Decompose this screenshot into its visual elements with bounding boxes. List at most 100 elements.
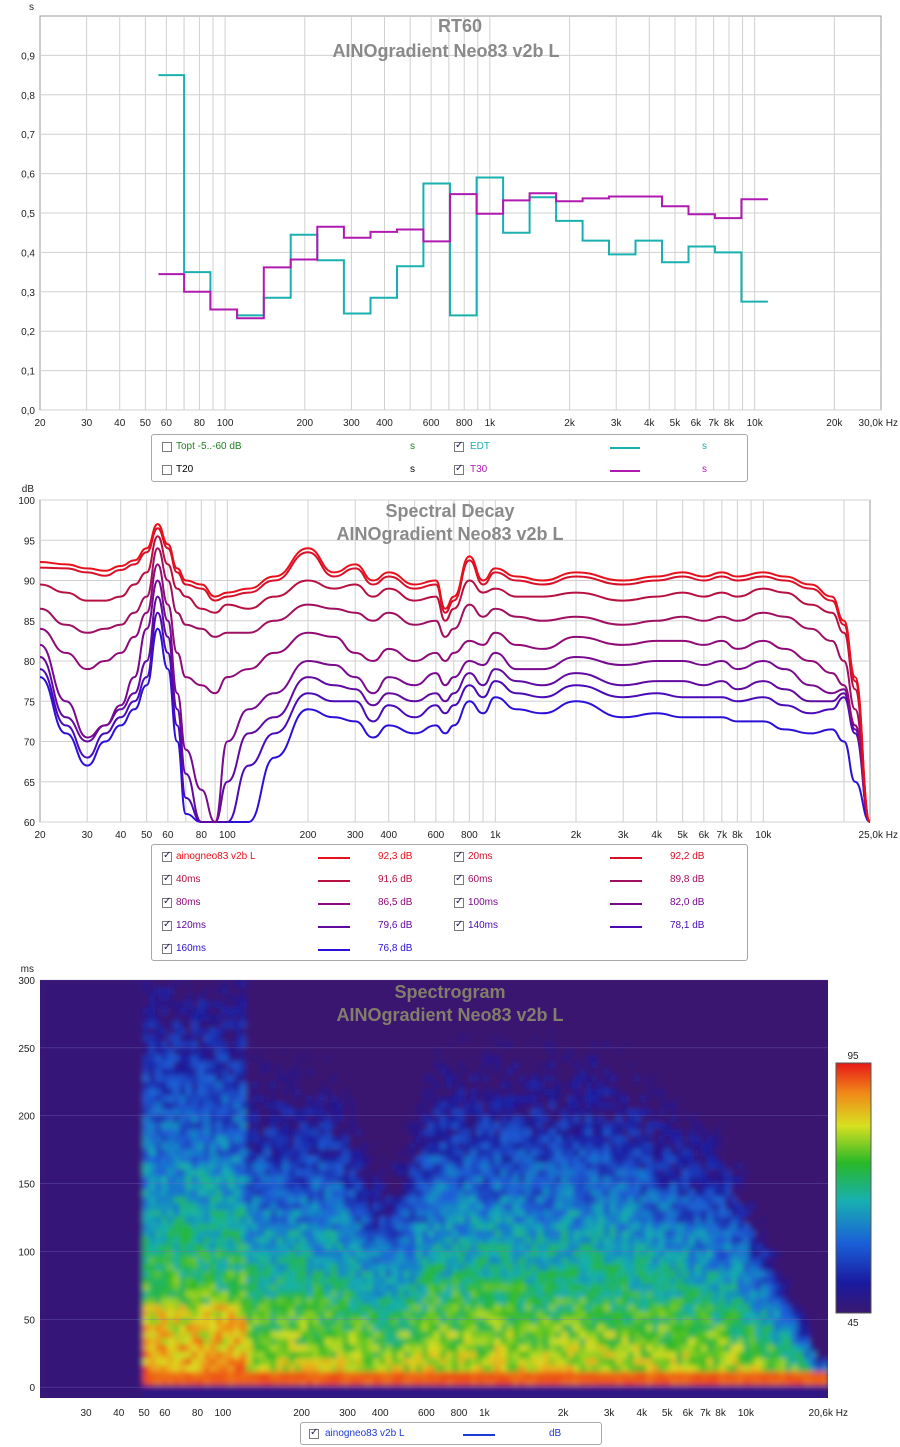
spg-cell	[264, 1108, 272, 1116]
spg-cell	[500, 1195, 508, 1204]
sd-legend-checkbox[interactable]	[162, 873, 172, 885]
spg-cell	[324, 1162, 332, 1170]
spg-cell	[306, 1364, 314, 1372]
spg-cell	[227, 1040, 235, 1049]
spg-cell	[409, 1377, 417, 1386]
spg-cell	[270, 1290, 278, 1298]
spg-cell	[331, 1067, 338, 1076]
t30-checkbox[interactable]	[454, 463, 464, 475]
spg-cell	[82, 1317, 90, 1325]
sd-legend-checkbox[interactable]	[454, 850, 464, 862]
spg-cell	[106, 1081, 114, 1089]
sd-legend-checkbox[interactable]	[454, 873, 464, 885]
spg-cell	[106, 1054, 114, 1062]
spg-cell	[403, 1377, 411, 1386]
sd-legend-checkbox[interactable]	[162, 896, 172, 908]
spg-cell	[300, 1242, 308, 1251]
spg-cell	[343, 1175, 350, 1183]
spg-cell	[46, 1249, 53, 1258]
spg-cell	[270, 1222, 278, 1231]
spg-cell	[446, 1040, 453, 1049]
spg-cell	[112, 1391, 120, 1398]
spg-cell	[306, 1303, 314, 1312]
spg-cell	[112, 1060, 120, 1069]
spg-cell	[82, 1175, 90, 1183]
spg-cell	[300, 1141, 308, 1150]
spg-cell	[112, 1195, 120, 1204]
rt60-y-tick-label: 0,6	[21, 170, 35, 181]
spg-cell	[70, 1330, 78, 1339]
spg-cell	[155, 1027, 163, 1035]
spg-cell	[209, 980, 217, 988]
sd-legend-checkbox[interactable]	[162, 850, 172, 862]
spg-cell	[124, 980, 132, 988]
spg-cell	[318, 1141, 326, 1150]
spg-cell	[100, 1350, 108, 1359]
spg-cell	[288, 1162, 296, 1170]
spg-cell	[118, 1384, 126, 1392]
spg-cell	[173, 1000, 181, 1008]
rt60-x-tick-label: 100	[217, 418, 234, 429]
spg-cell	[221, 1148, 229, 1156]
spg-cell	[234, 1175, 241, 1183]
spg-cell	[427, 1242, 435, 1251]
spg-cell	[282, 1350, 290, 1359]
edt-checkbox[interactable]	[454, 440, 464, 452]
sd-legend-checkbox[interactable]	[162, 942, 172, 954]
spg-cell	[300, 1350, 308, 1359]
spg-cell	[40, 1263, 47, 1271]
spg-cell	[264, 1007, 272, 1015]
spg-cell	[434, 1182, 441, 1190]
spg-cell	[246, 1128, 253, 1136]
spg-cell	[227, 1020, 235, 1028]
spg-cell	[312, 1175, 320, 1183]
spg-cell	[76, 1175, 84, 1183]
spg-cell	[46, 1290, 53, 1298]
spg-cell	[221, 1377, 229, 1386]
spg-cell	[246, 1155, 253, 1163]
spg-cell	[94, 1384, 102, 1392]
spg-cell	[464, 1081, 472, 1089]
spg-cell	[276, 1067, 284, 1076]
spg-cell	[373, 1330, 381, 1339]
spg-cell	[215, 1229, 223, 1237]
sd-legend-checkbox[interactable]	[162, 919, 172, 931]
sd-legend-checkbox[interactable]	[454, 896, 464, 908]
spg-cell	[434, 1209, 441, 1217]
spg-cell	[500, 1040, 508, 1049]
spg-cell	[318, 1087, 326, 1096]
spg-cell	[234, 1114, 241, 1123]
topt-checkbox[interactable]	[162, 442, 172, 452]
spg-cell	[234, 1135, 241, 1143]
spg-cell	[403, 1168, 411, 1177]
spg-cell	[452, 1007, 460, 1015]
t20-checkbox[interactable]	[162, 465, 172, 475]
spg-cell	[318, 1195, 326, 1204]
spg-cell	[494, 1189, 502, 1197]
spg-cell	[155, 1108, 163, 1116]
sd-legend-checkbox[interactable]	[454, 919, 464, 931]
spg-cell	[415, 986, 423, 995]
spg-cell	[209, 1141, 217, 1150]
spg-cell	[403, 1081, 411, 1089]
spg-cell	[100, 1074, 108, 1082]
spg-cell	[52, 1283, 59, 1291]
spg-cell	[209, 1175, 217, 1183]
spg-cell	[379, 1263, 387, 1271]
spg-cell	[306, 1310, 314, 1318]
spg-cell	[149, 1377, 156, 1386]
spg-cell	[161, 1175, 169, 1183]
spg-cell	[500, 1330, 508, 1339]
spg-cell	[155, 1175, 163, 1183]
spg-cell	[343, 1303, 350, 1312]
spg-cell	[264, 1060, 272, 1069]
spg-cell	[221, 1033, 229, 1042]
spg-cell	[458, 1310, 466, 1318]
spg-cell	[58, 1135, 66, 1143]
spg-cell	[312, 1263, 320, 1271]
spg-cell	[470, 1344, 478, 1352]
spg-cell	[452, 1276, 460, 1285]
spg-cell	[367, 993, 375, 1001]
spg-cell	[137, 1162, 144, 1170]
spg-cell	[264, 1317, 272, 1325]
